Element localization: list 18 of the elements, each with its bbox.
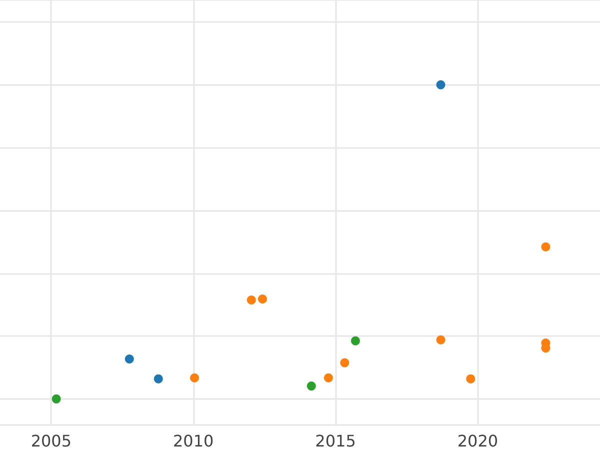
point [324,373,333,382]
point [541,242,550,252]
x-tick-label: 2015 [315,432,356,450]
point [466,374,476,384]
x-tick-label: 2010 [173,432,214,450]
point [340,358,350,368]
point [258,294,267,304]
point [350,336,360,346]
point [246,295,256,304]
point [52,394,61,404]
point [124,354,134,364]
point [436,80,446,90]
x-tick-label: 2020 [457,432,498,450]
point [436,335,446,344]
point [154,374,163,384]
point [306,382,316,391]
x-tick-label: 2005 [30,432,72,450]
point [190,373,199,382]
